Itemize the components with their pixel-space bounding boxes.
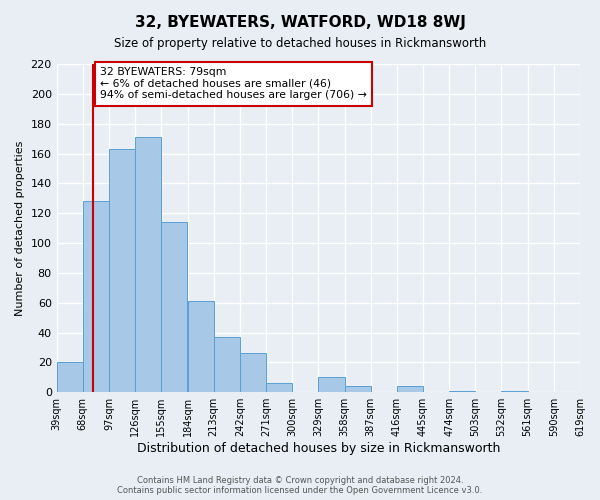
- Bar: [240, 354, 266, 392]
- Bar: [449, 390, 475, 392]
- Bar: [344, 386, 371, 392]
- Text: Size of property relative to detached houses in Rickmansworth: Size of property relative to detached ho…: [114, 38, 486, 51]
- Bar: [135, 137, 161, 392]
- Text: 32 BYEWATERS: 79sqm
← 6% of detached houses are smaller (46)
94% of semi-detache: 32 BYEWATERS: 79sqm ← 6% of detached hou…: [100, 67, 367, 100]
- Bar: [161, 222, 187, 392]
- X-axis label: Distribution of detached houses by size in Rickmansworth: Distribution of detached houses by size …: [137, 442, 500, 455]
- Y-axis label: Number of detached properties: Number of detached properties: [15, 140, 25, 316]
- Bar: [214, 337, 240, 392]
- Bar: [109, 149, 135, 392]
- Bar: [266, 384, 292, 392]
- Bar: [319, 378, 344, 392]
- Bar: [56, 362, 83, 392]
- Text: 32, BYEWATERS, WATFORD, WD18 8WJ: 32, BYEWATERS, WATFORD, WD18 8WJ: [134, 15, 466, 30]
- Bar: [502, 390, 527, 392]
- Text: Contains HM Land Registry data © Crown copyright and database right 2024.
Contai: Contains HM Land Registry data © Crown c…: [118, 476, 482, 495]
- Bar: [397, 386, 423, 392]
- Bar: [83, 202, 109, 392]
- Bar: [187, 301, 214, 392]
